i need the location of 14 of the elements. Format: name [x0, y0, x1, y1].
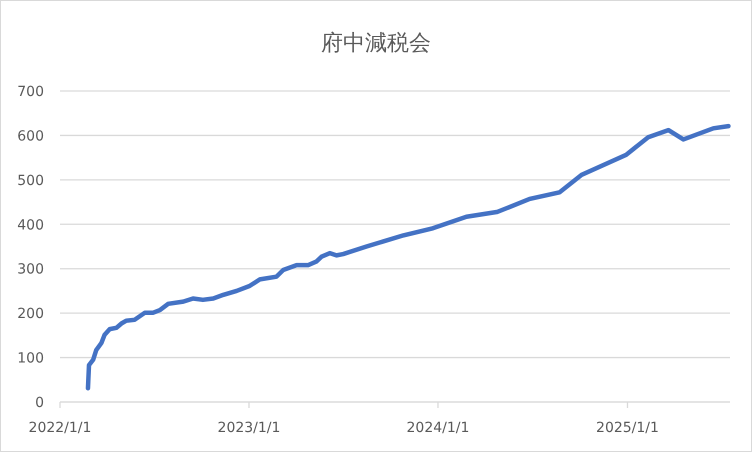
y-tick-label: 600 [17, 128, 44, 144]
y-tick-label: 700 [17, 84, 44, 100]
x-tick-label: 2025/1/1 [596, 420, 659, 436]
y-tick-label: 300 [17, 262, 44, 278]
y-tick-label: 0 [35, 395, 44, 411]
y-tick-label: 200 [17, 306, 44, 322]
x-tick-label: 2022/1/1 [28, 420, 92, 436]
y-tick-label: 500 [17, 172, 44, 189]
y-tick-label: 100 [17, 350, 44, 367]
line-series [86, 124, 731, 390]
chart-title: 府中減税会 [321, 31, 431, 56]
x-tick-label: 2023/1/1 [218, 420, 280, 436]
x-tick-label: 2024/1/1 [406, 420, 470, 436]
y-tick-label: 400 [17, 217, 44, 234]
